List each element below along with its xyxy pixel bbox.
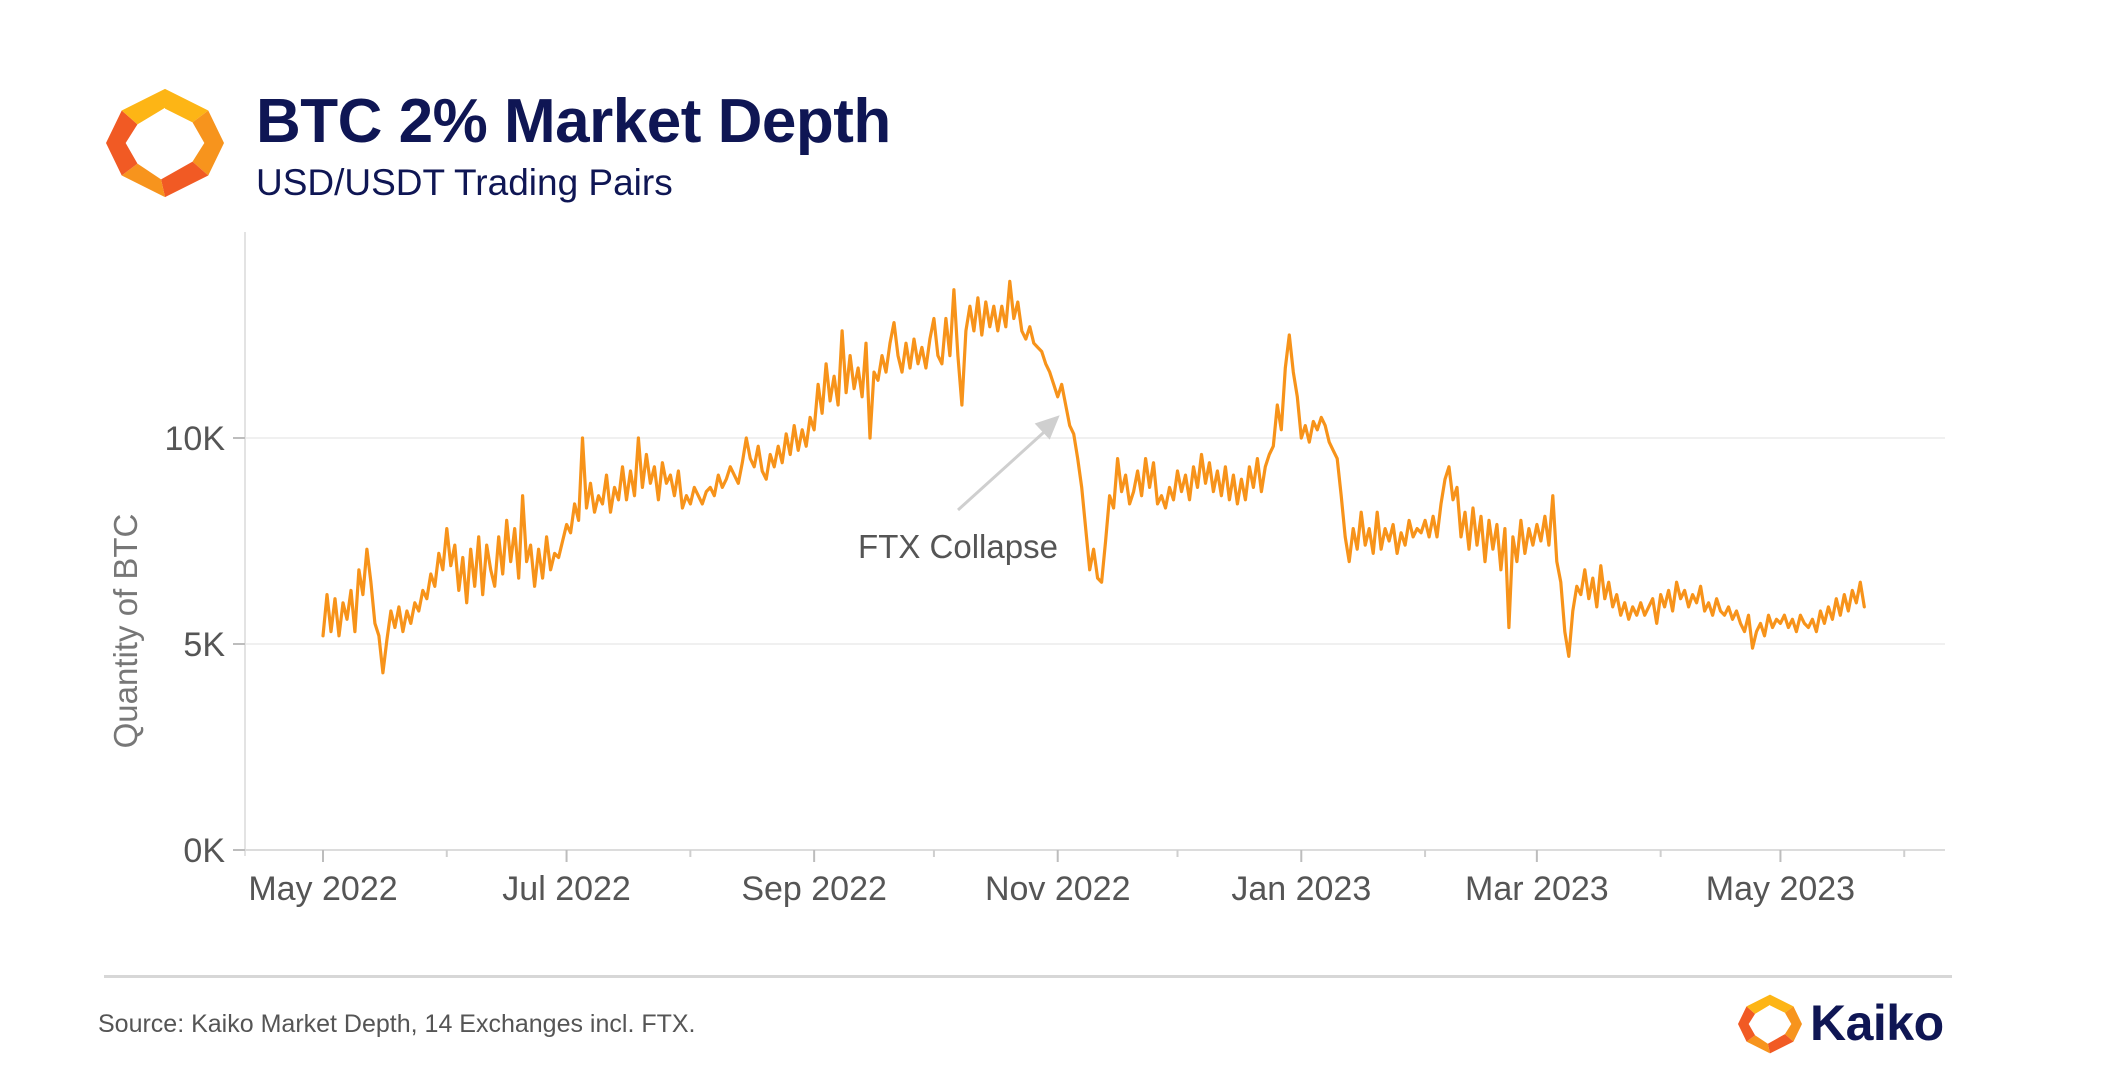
x-tick-label: Sep 2022 — [741, 870, 887, 908]
annotation-arrow-line — [956, 424, 1053, 512]
x-tick-label: May 2023 — [1706, 870, 1855, 908]
y-tick-label: 5K — [183, 626, 225, 664]
x-tick-label: Jul 2022 — [502, 870, 631, 908]
footer-divider — [104, 975, 1952, 978]
y-axis-title: Quantity of BTC — [107, 514, 144, 749]
chart-title: BTC 2% Market Depth — [256, 87, 891, 156]
x-tick-label: May 2022 — [248, 870, 397, 908]
annotation-arrow-head — [1034, 415, 1060, 440]
annotation-label: FTX Collapse — [858, 528, 1058, 565]
kaiko-brand: Kaiko — [1738, 992, 1968, 1056]
x-tick-label: Nov 2022 — [985, 870, 1131, 908]
x-tick-label: Jan 2023 — [1231, 870, 1371, 908]
chart-subtitle: USD/USDT Trading Pairs — [256, 162, 673, 203]
y-tick-label: 10K — [165, 420, 226, 458]
brand-name: Kaiko — [1810, 995, 1944, 1051]
kaiko-brand-icon — [1738, 994, 1802, 1054]
x-tick-label: Mar 2023 — [1465, 870, 1609, 908]
kaiko-logo-icon — [106, 88, 224, 198]
series-line — [321, 279, 1866, 675]
source-note: Source: Kaiko Market Depth, 14 Exchanges… — [98, 1010, 696, 1038]
y-tick-label: 0K — [183, 832, 225, 870]
